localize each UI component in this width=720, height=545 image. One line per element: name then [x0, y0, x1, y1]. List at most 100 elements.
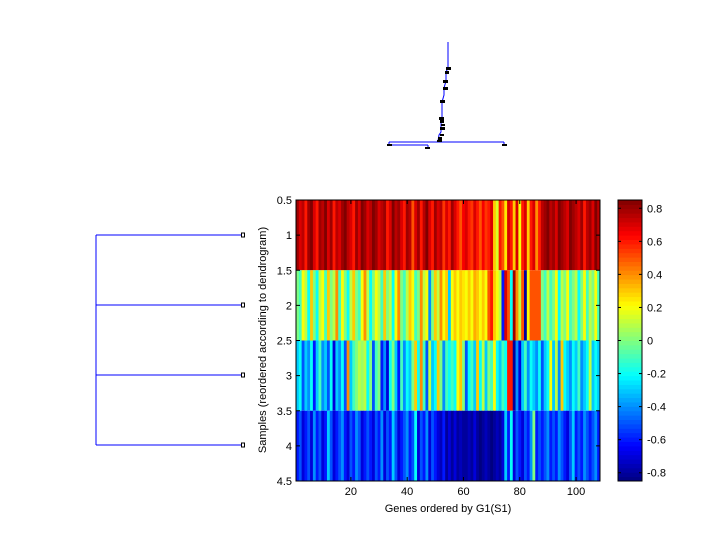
- heatmap-cell: [315, 270, 319, 341]
- heatmap-cell: [419, 410, 424, 481]
- heatmap-cell: [374, 340, 379, 411]
- colorbar-segment: [618, 358, 642, 363]
- heatmap-cell: [484, 270, 488, 341]
- heatmap-cell: [473, 340, 477, 411]
- heatmap-cell: [448, 340, 452, 411]
- colorbar: [618, 200, 642, 482]
- heatmap-cell: [433, 410, 438, 481]
- heatmap-cell: [478, 340, 483, 411]
- heatmap-cell: [363, 340, 367, 411]
- heatmap-cell: [341, 200, 345, 271]
- heatmap-cell: [585, 270, 590, 341]
- heatmap-cell: [524, 270, 528, 341]
- heatmap-cell: [495, 410, 500, 481]
- heatmap-cell: [414, 410, 418, 481]
- heatmap-cell: [324, 340, 328, 411]
- y-tick-label: 2: [286, 300, 292, 312]
- heatmap-cell: [481, 270, 485, 341]
- heatmap-cell: [394, 340, 398, 411]
- heatmap-cell: [509, 410, 514, 481]
- heatmap-cell: [470, 270, 474, 341]
- heatmap-cell: [341, 410, 345, 481]
- heatmap-cell: [549, 200, 553, 271]
- heatmap-cell: [301, 410, 305, 481]
- colorbar-segment: [618, 380, 642, 385]
- heatmap-cell: [566, 200, 570, 271]
- heatmap-cell: [467, 410, 471, 481]
- colorbar-segment: [618, 336, 642, 341]
- heatmap-cell: [569, 270, 573, 341]
- heatmap-cell: [335, 270, 339, 341]
- heatmap-cell: [588, 410, 592, 481]
- heatmap-cell: [512, 340, 516, 411]
- heatmap-cell: [405, 200, 409, 271]
- heatmap-cell: [363, 200, 367, 271]
- heatmap-cell: [549, 270, 553, 341]
- heatmap-cell: [549, 410, 553, 481]
- colorbar-segment: [618, 375, 642, 381]
- heatmap-cell: [462, 410, 466, 481]
- heatmap-cell: [566, 270, 570, 341]
- heatmap-cell: [518, 340, 522, 411]
- heatmap-cell: [307, 340, 311, 411]
- heatmap-cell: [498, 200, 502, 271]
- heatmap-cell: [470, 200, 474, 271]
- heatmap-cell: [512, 200, 516, 271]
- heatmap-cell: [515, 340, 519, 411]
- heatmap-cell: [318, 270, 322, 341]
- colorbar-tick-label: -0.8: [647, 468, 666, 480]
- colorbar-tick-label: -0.4: [647, 402, 666, 414]
- heatmap-cell: [583, 200, 587, 271]
- heatmap-cell: [436, 340, 440, 411]
- colorbar-segment: [618, 432, 642, 438]
- heatmap-cell: [532, 410, 536, 481]
- heatmap-cell: [529, 340, 533, 411]
- heatmap-cell: [585, 200, 590, 271]
- heatmap-cell: [487, 200, 491, 271]
- heatmap-cell: [307, 410, 311, 481]
- colorbar-segment: [618, 410, 642, 416]
- heatmap-cell: [366, 340, 370, 411]
- heatmap-cell: [329, 270, 333, 341]
- heatmap-cell: [372, 410, 376, 481]
- heatmap-cell: [408, 410, 412, 481]
- heatmap-cell: [326, 270, 331, 341]
- heatmap-cell: [414, 200, 418, 271]
- heatmap-cell: [310, 200, 314, 271]
- colorbar-segment: [618, 423, 642, 429]
- heatmap-cell: [591, 270, 595, 341]
- heatmap-cell: [329, 340, 333, 411]
- heatmap-cell: [298, 200, 303, 271]
- heatmap-cell: [394, 200, 398, 271]
- heatmap-cell: [321, 270, 325, 341]
- heatmap-cell: [445, 410, 449, 481]
- heatmap-cell: [374, 270, 379, 341]
- heatmap-cell: [476, 270, 480, 341]
- heatmap-cell: [445, 200, 449, 271]
- heatmap-cell: [422, 270, 426, 341]
- colorbar-segment: [618, 454, 642, 460]
- heatmap-cell: [312, 200, 317, 271]
- heatmap-cell: [456, 200, 460, 271]
- heatmap-cell: [467, 270, 471, 341]
- heatmap-cell: [557, 340, 561, 411]
- heatmap-cell: [518, 200, 522, 271]
- heatmap-cell: [312, 340, 317, 411]
- heatmap-cell: [391, 270, 395, 341]
- heatmap-cell: [377, 200, 381, 271]
- colorbar-tick-label: 0.4: [647, 269, 662, 281]
- heatmap-cell: [495, 200, 500, 271]
- heatmap-cell: [380, 340, 384, 411]
- heatmap-cell: [363, 410, 367, 481]
- x-tick-label: 100: [567, 486, 585, 498]
- heatmap-cell: [448, 410, 452, 481]
- heatmap-cell: [560, 340, 564, 411]
- heatmap-cell: [417, 270, 421, 341]
- heatmap-cell: [574, 270, 578, 341]
- colorbar-segment: [618, 331, 642, 337]
- heatmap-cell: [369, 200, 373, 271]
- y-tick-label: 0.5: [277, 195, 292, 207]
- heatmap-cell: [529, 200, 533, 271]
- heatmap-cell: [343, 410, 348, 481]
- heatmap-cell: [459, 340, 463, 411]
